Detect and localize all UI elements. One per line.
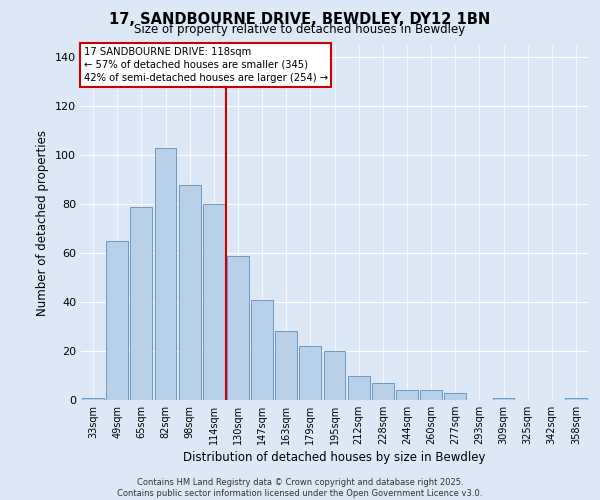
Text: Contains HM Land Registry data © Crown copyright and database right 2025.
Contai: Contains HM Land Registry data © Crown c… bbox=[118, 478, 482, 498]
X-axis label: Distribution of detached houses by size in Bewdley: Distribution of detached houses by size … bbox=[183, 452, 486, 464]
Bar bbox=[348, 376, 370, 400]
Bar bbox=[420, 390, 442, 400]
Bar bbox=[299, 346, 321, 400]
Bar bbox=[130, 206, 152, 400]
Bar bbox=[106, 241, 128, 400]
Bar bbox=[251, 300, 273, 400]
Bar bbox=[323, 351, 346, 400]
Bar bbox=[82, 398, 104, 400]
Bar bbox=[203, 204, 224, 400]
Bar bbox=[179, 184, 200, 400]
Bar bbox=[227, 256, 249, 400]
Bar bbox=[275, 332, 297, 400]
Bar bbox=[155, 148, 176, 400]
Bar bbox=[372, 383, 394, 400]
Bar bbox=[565, 398, 587, 400]
Bar bbox=[493, 398, 514, 400]
Bar bbox=[396, 390, 418, 400]
Text: 17, SANDBOURNE DRIVE, BEWDLEY, DY12 1BN: 17, SANDBOURNE DRIVE, BEWDLEY, DY12 1BN bbox=[109, 12, 491, 28]
Text: 17 SANDBOURNE DRIVE: 118sqm
← 57% of detached houses are smaller (345)
42% of se: 17 SANDBOURNE DRIVE: 118sqm ← 57% of det… bbox=[83, 47, 328, 83]
Bar bbox=[445, 392, 466, 400]
Y-axis label: Number of detached properties: Number of detached properties bbox=[37, 130, 49, 316]
Text: Size of property relative to detached houses in Bewdley: Size of property relative to detached ho… bbox=[134, 22, 466, 36]
